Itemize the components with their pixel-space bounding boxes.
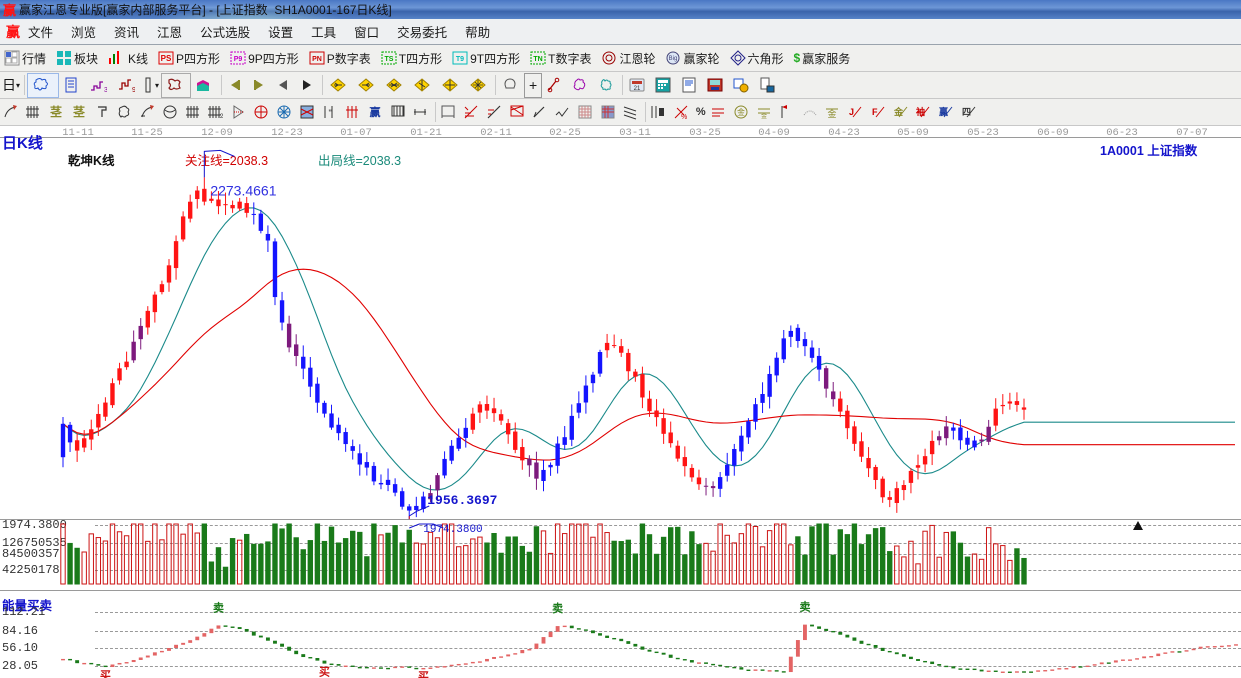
svg-text:赢: 赢 bbox=[369, 105, 380, 119]
svg-text:金: 金 bbox=[761, 112, 767, 120]
svg-text:金: 金 bbox=[828, 108, 837, 119]
svg-text:2: 2 bbox=[220, 114, 223, 120]
svg-text:茎: 茎 bbox=[50, 104, 62, 119]
svg-text:四: 四 bbox=[962, 107, 971, 117]
svg-text:卖: 卖 bbox=[799, 600, 810, 614]
svg-text:买: 买 bbox=[100, 669, 111, 678]
svg-text:卖: 卖 bbox=[552, 601, 563, 615]
svg-text:T9: T9 bbox=[456, 56, 464, 63]
svg-text:袖: 袖 bbox=[915, 106, 925, 117]
svg-text:%: % bbox=[681, 114, 687, 120]
svg-text:TS: TS bbox=[384, 56, 393, 63]
svg-text:21: 21 bbox=[634, 86, 641, 92]
svg-text:P9: P9 bbox=[234, 56, 243, 63]
svg-text:茎: 茎 bbox=[73, 104, 85, 119]
svg-text:PS: PS bbox=[161, 54, 172, 63]
svg-text:金: 金 bbox=[893, 106, 904, 117]
svg-text:Big: Big bbox=[669, 56, 678, 62]
svg-text:赢: 赢 bbox=[939, 106, 948, 117]
svg-text:买: 买 bbox=[319, 666, 330, 678]
svg-text:卖: 卖 bbox=[213, 600, 224, 614]
svg-text:J: J bbox=[849, 107, 854, 117]
svg-text:3: 3 bbox=[104, 87, 107, 93]
svg-text:1956.3697: 1956.3697 bbox=[427, 493, 497, 508]
svg-text:1974.3800: 1974.3800 bbox=[423, 524, 482, 536]
svg-text:": " bbox=[329, 108, 332, 118]
svg-text:2273.4661: 2273.4661 bbox=[210, 182, 276, 198]
svg-text:9: 9 bbox=[132, 87, 135, 93]
svg-text:TN: TN bbox=[533, 56, 542, 63]
svg-text:PN: PN bbox=[312, 56, 322, 63]
svg-text:金: 金 bbox=[737, 107, 745, 117]
svg-text:买: 买 bbox=[418, 670, 429, 678]
